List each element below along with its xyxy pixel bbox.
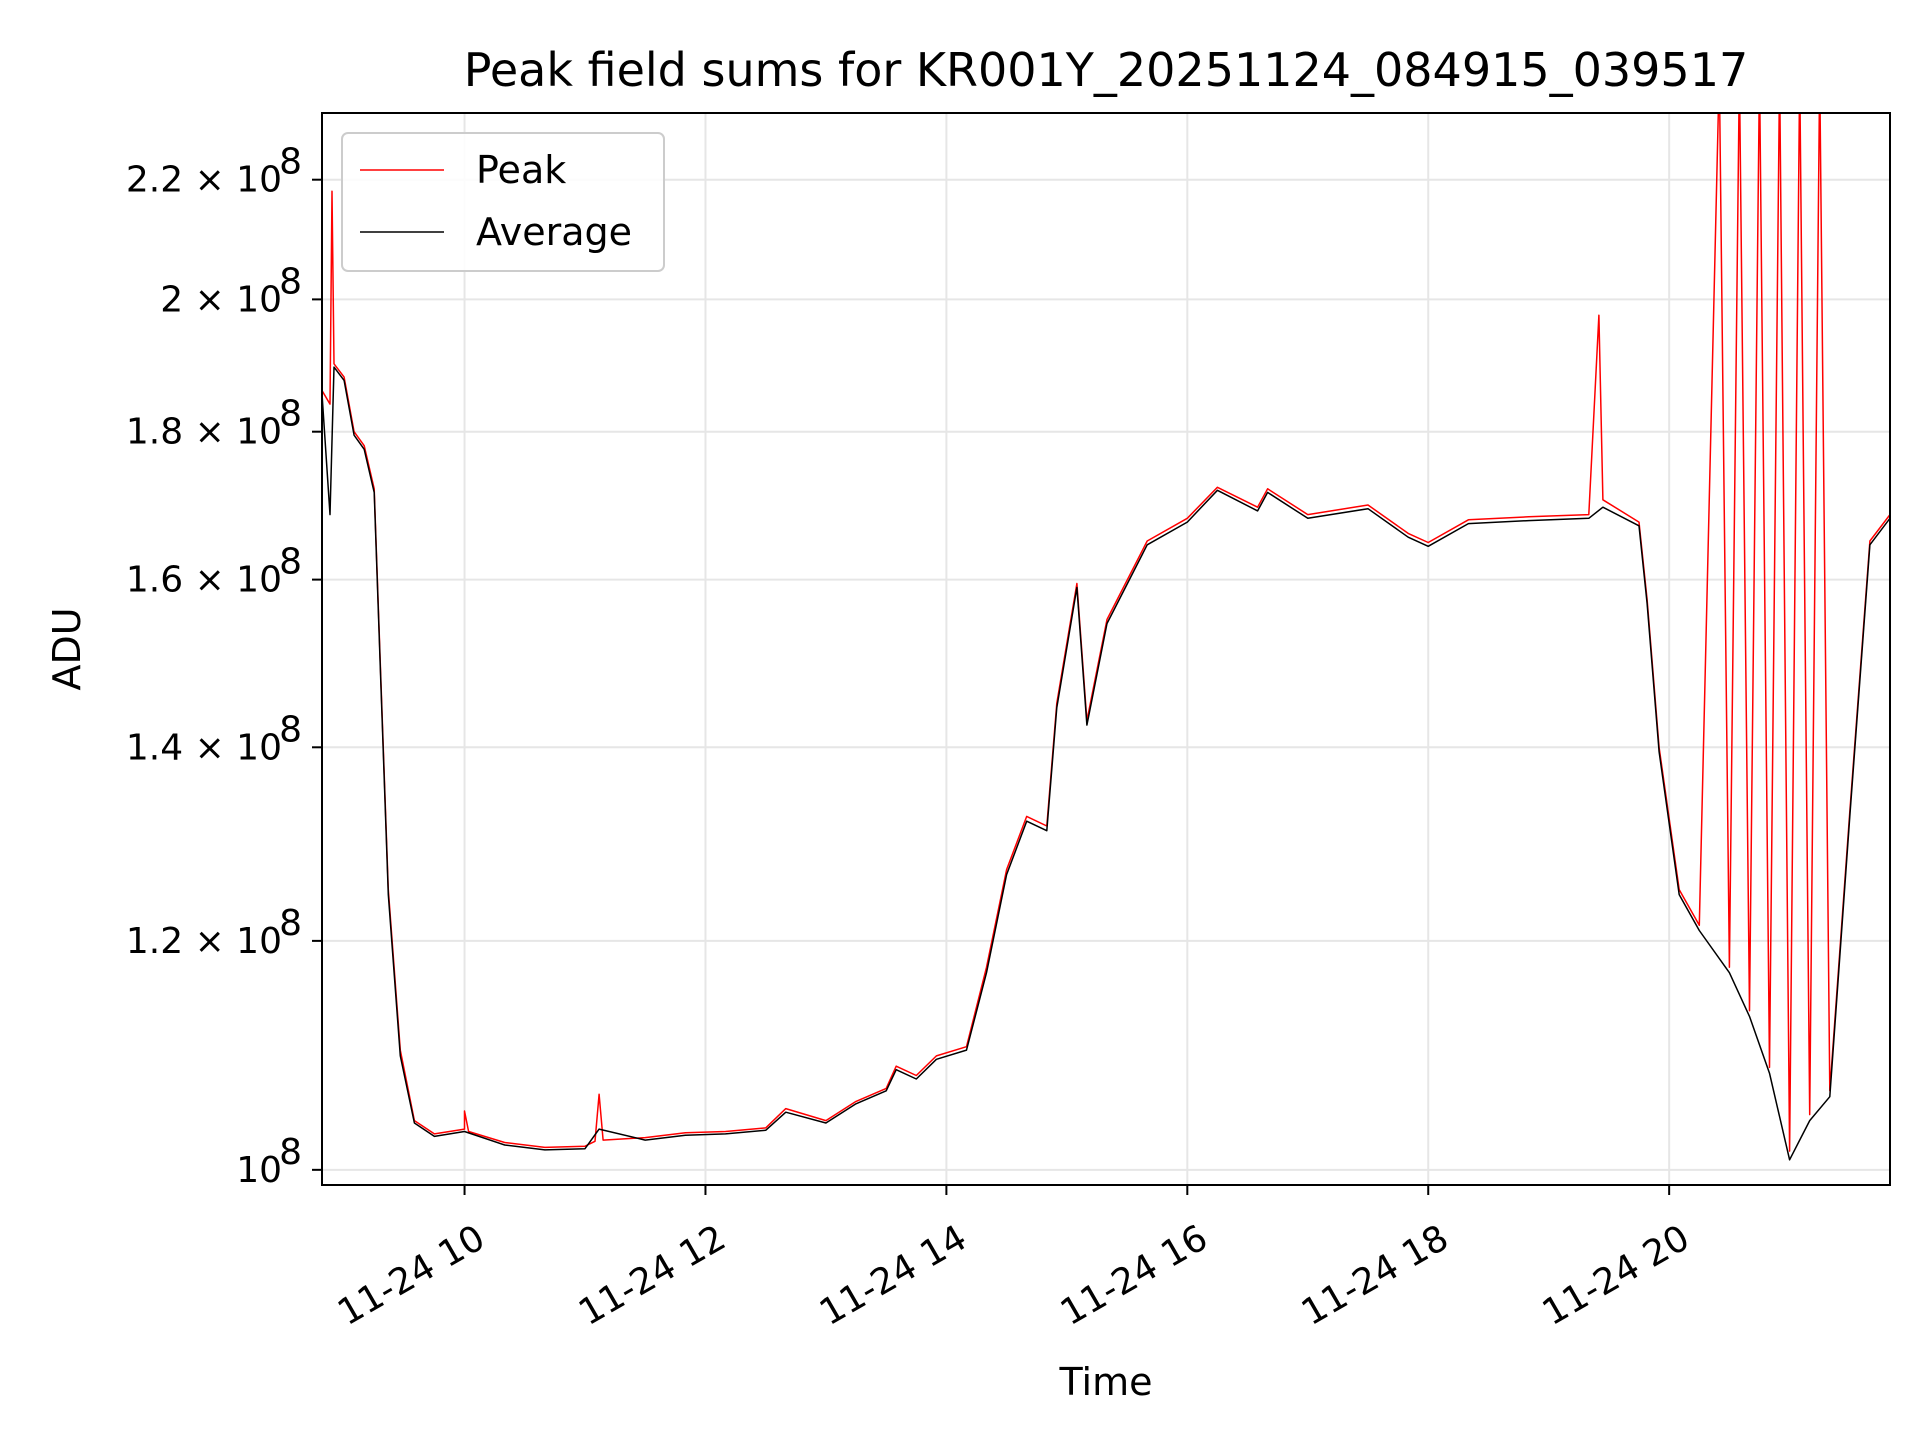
legend-box bbox=[341, 132, 665, 272]
y-tick-exponent: 8 bbox=[279, 394, 302, 435]
y-tick-label: 1.6 × 10 bbox=[126, 560, 282, 601]
y-tick-label: 2.2 × 10 bbox=[126, 160, 282, 201]
y-tick-exponent: 8 bbox=[279, 709, 302, 750]
grid bbox=[322, 113, 1890, 1185]
y-axis-label: ADU bbox=[45, 607, 89, 690]
y-tick-exponent: 8 bbox=[279, 142, 302, 183]
plot-frame bbox=[321, 112, 1891, 1186]
legend: Peak Average bbox=[341, 132, 665, 272]
x-axis-label: Time bbox=[1059, 1360, 1153, 1404]
legend-label-peak: Peak bbox=[476, 148, 566, 192]
y-tick-exponent: 8 bbox=[279, 903, 302, 944]
y-tick-label: 10 bbox=[236, 1150, 282, 1191]
y-tick-label: 1.2 × 10 bbox=[126, 921, 282, 962]
chart-title: Peak field sums for KR001Y_20251124_0849… bbox=[464, 43, 1748, 97]
y-tick-exponent: 8 bbox=[279, 1132, 302, 1173]
y-tick-exponent: 8 bbox=[279, 542, 302, 583]
y-tick-label: 1.8 × 10 bbox=[126, 412, 282, 453]
y-tick-label: 1.4 × 10 bbox=[126, 727, 282, 768]
y-tick-exponent: 8 bbox=[279, 261, 302, 302]
series-line-average bbox=[322, 366, 1890, 1161]
y-tick-label: 2 × 10 bbox=[160, 279, 282, 320]
legend-label-average: Average bbox=[476, 210, 632, 254]
series-group bbox=[322, 113, 1890, 1161]
